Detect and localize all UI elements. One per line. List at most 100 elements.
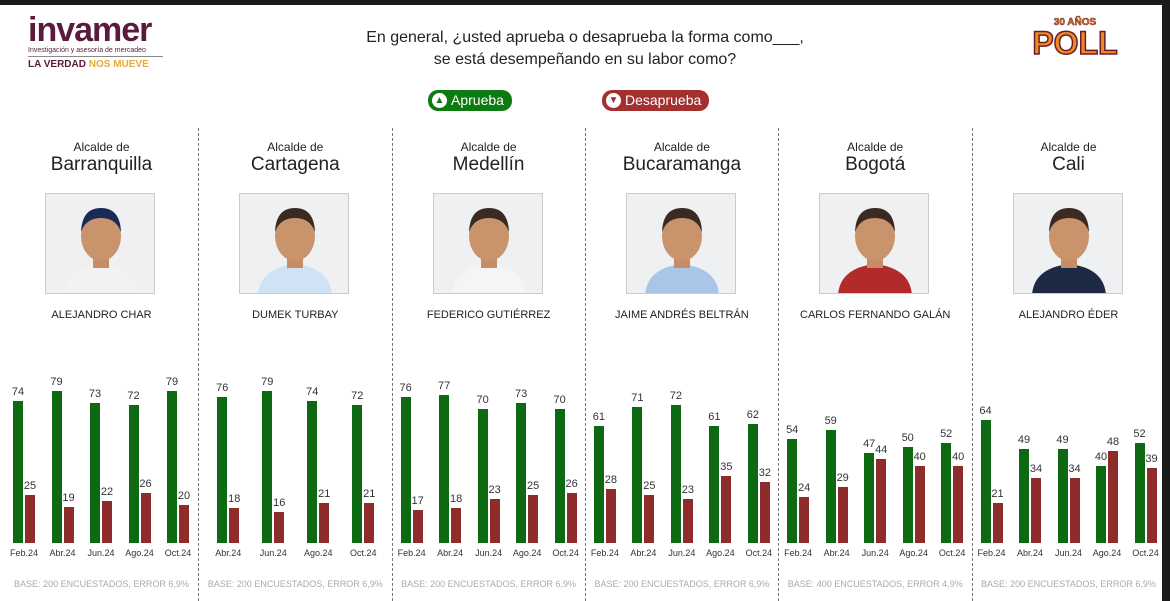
disapprove-bar	[364, 502, 375, 543]
month-label: Abr.24	[630, 548, 657, 558]
disapprove-bar	[721, 475, 732, 543]
person-photo-icon	[433, 194, 542, 293]
disapprove-bar	[682, 498, 693, 543]
disapprove-bar	[1108, 450, 1118, 543]
month-label: Jun.24	[668, 548, 696, 558]
disapprove-bar-label: 35	[720, 460, 733, 473]
tagline-a: LA VERDAD	[28, 59, 86, 70]
mayor-photo	[432, 193, 543, 294]
approve-bar-label: 74	[306, 385, 319, 398]
month-label: Ago.24	[304, 548, 333, 558]
disapprove-bar-label: 23	[681, 483, 695, 496]
disapprove-bar	[102, 500, 112, 543]
mayor-name: CARLOS FERNANDO GALÁN	[800, 309, 951, 321]
approve-bar-label: 79	[261, 376, 274, 389]
mayor-panel: Alcalde de Cartagena DUMEK TURBAY 76 18 79…	[198, 128, 391, 601]
disapprove-bar-label: 25	[23, 480, 37, 492]
approve-bar	[51, 391, 62, 543]
approve-bar-label: 61	[708, 410, 721, 423]
approve-bar-label: 62	[746, 408, 760, 421]
role-label: Alcalde de	[653, 140, 710, 154]
approve-bar-label: 49	[1056, 433, 1069, 446]
city-name: Cartagena	[250, 154, 340, 175]
person-photo-icon	[240, 194, 349, 293]
approve-bar	[128, 404, 139, 543]
disapprove-bar-label: 29	[836, 472, 849, 485]
approve-bar	[980, 420, 991, 543]
month-label: Oct.24	[745, 548, 773, 558]
approve-bar-label: 79	[165, 376, 179, 389]
footnote: BASE: 200 ENCUESTADOS, ERROR 6,9%	[981, 579, 1156, 589]
disapprove-bar-label: 26	[139, 478, 152, 491]
disapprove-bar-label: 17	[411, 495, 424, 508]
approve-bar	[787, 439, 798, 543]
disapprove-bar-label: 18	[228, 493, 241, 506]
approve-bar	[1057, 448, 1068, 543]
approve-bar	[1134, 443, 1145, 543]
month-label: Feb.24	[590, 548, 619, 558]
disapprove-bar-label: 34	[1068, 462, 1081, 475]
person-photo-icon	[46, 194, 154, 293]
disapprove-bar	[953, 466, 964, 543]
poll-logo: 30 AÑOS POLL	[1015, 17, 1135, 61]
mayor-panel: Alcalde de Cali ALEJANDRO ÉDER 64 21 49 34 4…	[971, 128, 1165, 601]
thumbs-down-icon: ▼	[606, 93, 621, 108]
role-label: Alcalde de	[1040, 140, 1097, 154]
approve-bar	[1096, 466, 1106, 543]
disapprove-bar-label: 21	[363, 487, 376, 500]
month-label: Feb.24	[784, 548, 813, 558]
disapprove-bar-label: 21	[991, 487, 1004, 500]
disapprove-bar-label: 40	[952, 451, 965, 464]
disapprove-bar	[412, 510, 423, 543]
mayor-photo	[819, 193, 930, 294]
mayor-photo	[239, 193, 350, 294]
tagline-b: NOS MUEVE	[88, 59, 149, 70]
logo-tagline: LA VERDAD NOS MUEVE	[28, 59, 163, 70]
approve-bar	[747, 423, 758, 543]
month-label: Jun.24	[259, 548, 287, 558]
month-label: Oct.24	[938, 548, 966, 558]
approve-bar-label: 74	[11, 385, 25, 398]
approve-bar	[1019, 448, 1029, 543]
approve-bar-label: 52	[1133, 428, 1146, 441]
x-axis: Feb.24 Abr.24 Jun.24 Ago.24 Oct.24	[393, 548, 586, 562]
month-label: Abr.24	[437, 548, 464, 558]
mayor-name: ALEJANDRO ÉDER	[1018, 309, 1119, 321]
mayor-name: ALEJANDRO CHAR	[51, 309, 152, 321]
month-label: Jun.24	[861, 548, 889, 558]
approve-bar	[632, 406, 643, 543]
month-label: Ago.24	[512, 548, 542, 558]
disapprove-bar	[914, 466, 925, 543]
approve-bar-label: 40	[1094, 451, 1108, 464]
poll-years: 30 AÑOS	[1053, 17, 1097, 29]
disapprove-bar	[1069, 477, 1080, 543]
disapprove-bar-label: 24	[798, 481, 811, 494]
city-name: Bucaramanga	[622, 154, 742, 175]
approve-bar	[217, 397, 228, 543]
disapprove-bar-label: 20	[177, 489, 191, 502]
approve-bar	[709, 425, 720, 543]
infographic: invamer Investigación y asesoría de merc…	[0, 5, 1162, 601]
x-axis: Feb.24 Abr.24 Jun.24 Ago.24 Oct.24	[5, 548, 198, 562]
legend-disapprove-label: Desaprueba	[625, 92, 702, 108]
month-label: Oct.24	[1132, 548, 1159, 558]
disapprove-bar-label: 26	[565, 478, 578, 491]
disapprove-bar-label: 32	[758, 466, 772, 479]
disapprove-bar-label: 23	[488, 483, 501, 496]
approve-bar	[516, 402, 527, 543]
legend-approve-label: Aprueba	[451, 92, 504, 108]
mayor-photo	[1012, 193, 1123, 294]
thumbs-up-icon: ▲	[432, 93, 447, 108]
approve-bar	[90, 402, 100, 543]
footnote: BASE: 400 ENCUESTADOS, ERROR 4,9%	[787, 579, 963, 589]
poll-brand: POLL	[1032, 25, 1119, 61]
month-label: Feb.24	[397, 548, 426, 558]
approve-bar-label: 52	[940, 428, 953, 441]
month-label: Oct.24	[350, 548, 377, 558]
approve-bar	[352, 404, 363, 543]
month-label: Ago.24	[899, 548, 928, 558]
month-label: Abr.24	[49, 548, 76, 558]
footnote: BASE: 200 ENCUESTADOS, ERROR 6,9%	[594, 579, 770, 589]
approve-bar-label: 73	[88, 387, 102, 400]
footnote: BASE: 200 ENCUESTADOS, ERROR 6,9%	[207, 579, 383, 589]
